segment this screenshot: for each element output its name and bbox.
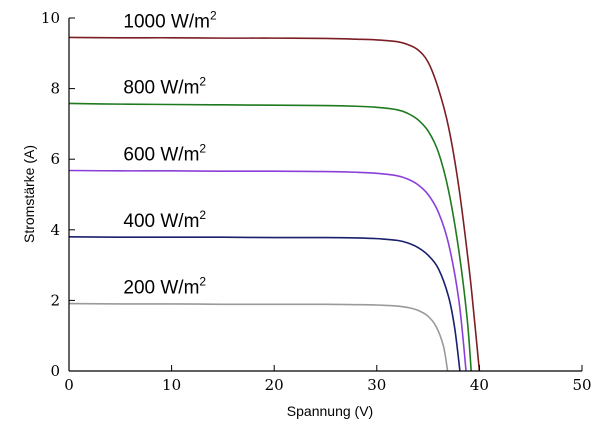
y-tick-label: 6 (50, 150, 60, 168)
y-tick-label: 0 (50, 362, 60, 380)
x-tick-label: 10 (162, 376, 181, 394)
series-label: 800 W/m2 (123, 74, 206, 98)
y-tick-label: 10 (41, 9, 60, 27)
y-tick-label: 2 (50, 291, 60, 309)
series-label: 600 W/m2 (123, 141, 206, 165)
series-line (69, 171, 466, 372)
x-axis-title: Spannung (V) (287, 403, 373, 419)
y-tick-label: 4 (50, 221, 60, 239)
series-line (69, 304, 448, 371)
y-axis-title: Stromstärke (A) (21, 145, 37, 243)
x-tick-label: 40 (470, 376, 489, 394)
y-axis-ticks: 0 2 4 6 8 10 (41, 9, 75, 380)
series-label: 400 W/m2 (123, 208, 206, 232)
x-axis-ticks: 0 10 20 30 40 50 (64, 365, 591, 394)
x-tick-label: 50 (572, 376, 591, 394)
x-tick-label: 20 (265, 376, 284, 394)
y-tick-label: 8 (50, 80, 60, 98)
series-labels: 1000 W/m2 800 W/m2 600 W/m2 400 W/m2 200 W/m… (123, 8, 217, 298)
series-label: 200 W/m2 (123, 275, 206, 299)
x-tick-label: 30 (367, 376, 386, 394)
x-tick-label: 0 (64, 376, 74, 394)
series-label: 1000 W/m2 (123, 8, 217, 32)
